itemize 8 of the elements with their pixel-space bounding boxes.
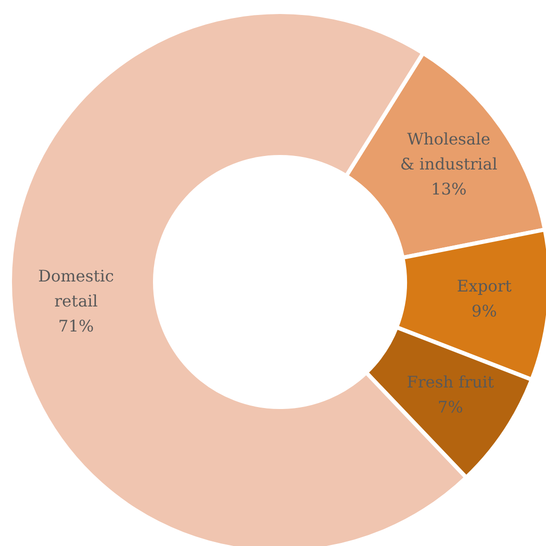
slice-label: Domestic retail [38,266,114,311]
data-label: 9% [472,302,497,321]
slice-label: Fresh fruit [406,372,495,392]
data-label: 7% [438,398,464,417]
slice-label: Export [456,276,512,296]
slice-label: Wholesale & industrial [400,130,498,174]
data-label: 71% [58,316,94,336]
data-label: 13% [430,180,467,199]
